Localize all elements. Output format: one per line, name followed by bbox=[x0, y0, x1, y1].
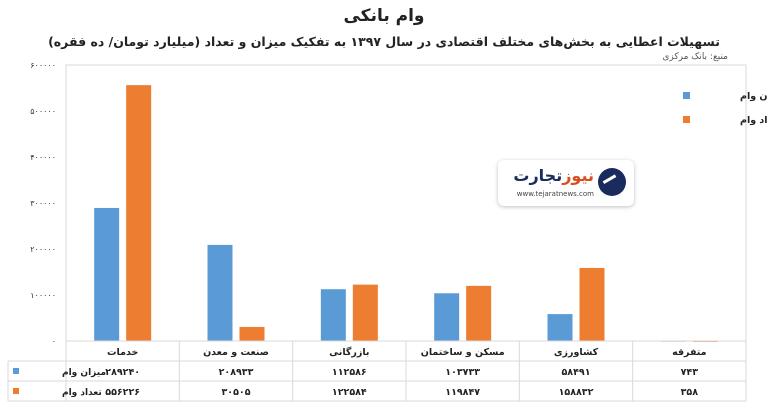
category-label: متفرقه bbox=[672, 347, 707, 358]
bar-amount bbox=[320, 289, 346, 341]
table-legend-swatch bbox=[13, 368, 19, 374]
y-tick-label: ۳۰۰۰۰۰ bbox=[30, 199, 56, 208]
category-label: کشاورزی bbox=[554, 347, 599, 358]
tejaratnews-logo: نیوزتجارت www.tejaratnews.com bbox=[498, 160, 634, 206]
legend-label: تعداد وام bbox=[740, 115, 768, 126]
data-table-value: ۱۲۲۵۸۴ bbox=[332, 387, 367, 398]
bar-count bbox=[126, 85, 152, 341]
bar-amount bbox=[547, 314, 573, 341]
table-row-label: میزان وام bbox=[62, 368, 106, 378]
category-label: بازرگانی bbox=[329, 346, 369, 358]
table-row-label: تعداد وام bbox=[62, 388, 102, 398]
legend-swatch bbox=[683, 92, 690, 99]
data-table-value: ۵۸۴۹۱ bbox=[562, 367, 591, 378]
data-table-value: ۳۰۵۰۵ bbox=[222, 387, 251, 398]
legend-label: میزان وام bbox=[740, 91, 768, 102]
data-table-value: ۱۱۲۵۸۶ bbox=[332, 367, 367, 378]
chart-title: وام بانکی bbox=[343, 6, 425, 26]
y-tick-label: ۲۰۰۰۰۰ bbox=[30, 245, 56, 254]
y-tick-label: ۶۰۰۰۰۰ bbox=[30, 61, 56, 70]
category-label: مسکن و ساختمان bbox=[421, 347, 505, 358]
data-table-value: ۳۵۸ bbox=[681, 387, 699, 398]
category-label: صنعت و معدن bbox=[203, 347, 269, 358]
data-table-value: ۷۴۳ bbox=[681, 367, 699, 378]
bar-amount bbox=[434, 293, 460, 341]
data-table-value: ۱۵۸۸۳۲ bbox=[559, 387, 594, 398]
data-table-value: ۱۱۹۸۴۷ bbox=[445, 387, 480, 398]
bar-count bbox=[239, 326, 265, 341]
table-legend-swatch bbox=[13, 388, 19, 394]
y-tick-label: ۵۰۰۰۰۰ bbox=[30, 107, 56, 116]
y-tick-label: ۴۰۰۰۰۰ bbox=[30, 153, 56, 162]
data-table-value: ۲۸۹۲۴۰ bbox=[105, 367, 140, 378]
legend-swatch bbox=[683, 116, 690, 123]
y-tick-label: ۰ bbox=[52, 337, 56, 346]
bar-count bbox=[579, 267, 605, 341]
bar-amount bbox=[94, 207, 120, 341]
data-table-value: ۲۰۸۹۳۳ bbox=[219, 367, 254, 378]
logo-url: www.tejaratnews.com bbox=[516, 190, 594, 198]
data-table-value: ۱۰۳۷۳۳ bbox=[445, 367, 480, 378]
bar-count bbox=[466, 285, 492, 341]
y-tick-label: ۱۰۰۰۰۰ bbox=[30, 291, 56, 300]
category-label: خدمات bbox=[107, 347, 138, 358]
plot-frame bbox=[65, 64, 747, 342]
bar-amount bbox=[207, 244, 233, 341]
data-table-value: ۵۵۶۲۲۶ bbox=[105, 387, 140, 398]
logo-name: نیوزتجارت bbox=[513, 166, 594, 185]
bar-count bbox=[352, 284, 378, 341]
chart-subtitle: تسهیلات اعطایی به بخش‌های مختلف اقتصادی … bbox=[48, 34, 720, 49]
logo-arrow-icon bbox=[598, 168, 626, 196]
source-note: منبع: بانک مرکزی bbox=[662, 52, 728, 62]
